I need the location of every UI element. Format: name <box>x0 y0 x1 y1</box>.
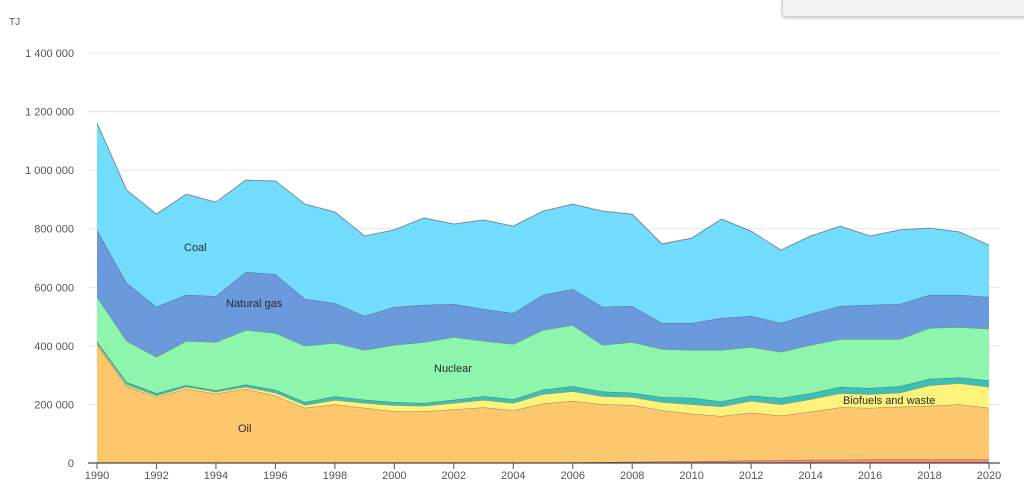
x-tick-label: 1994 <box>204 470 228 482</box>
area-biofuels-and-waste <box>97 342 989 417</box>
series-labels: Coal Natural gas Nuclear Oil Biofuels an… <box>184 242 935 435</box>
area-natural-gas <box>97 229 989 357</box>
x-tick-label: 2016 <box>858 470 882 482</box>
series-label-nuclear: Nuclear <box>434 363 472 375</box>
y-tick-label: 0 <box>68 458 74 470</box>
x-tick-label: 2000 <box>382 470 406 482</box>
x-tick-label: 2012 <box>739 470 763 482</box>
y-tick-label: 1 200 000 <box>25 107 74 119</box>
x-tick-label: 1990 <box>85 470 109 482</box>
x-axis: 1990 1992 1994 1996 1998 2000 2002 2004 2006 2008… <box>85 462 1001 482</box>
x-tick-label: 1996 <box>263 470 287 482</box>
x-tick-label: 2010 <box>679 470 703 482</box>
y-axis: 0 200 000 400 000 600 000 800 000 1 000 000 1 … <box>25 48 74 470</box>
area-nuclear <box>97 296 989 403</box>
x-tick-label: 2004 <box>501 470 525 482</box>
x-tick-label: 1998 <box>323 470 347 482</box>
x-tick-label: 2008 <box>620 470 644 482</box>
x-tick-label: 2020 <box>977 470 1001 482</box>
area-coal <box>97 123 989 323</box>
area-series-group <box>96 122 990 464</box>
tooltip-popup <box>782 0 1024 17</box>
x-tick-label: 2006 <box>560 470 584 482</box>
y-tick-label: 600 000 <box>34 282 74 294</box>
x-tick-label: 1992 <box>144 470 168 482</box>
series-label-biofuels-and-waste: Biofuels and waste <box>843 395 935 407</box>
x-tick-label: 2002 <box>442 470 466 482</box>
area-edge-coal <box>96 122 990 251</box>
y-axis-unit-label: TJ <box>9 17 20 28</box>
y-tick-label: 800 000 <box>34 224 74 236</box>
x-tick-label: 2018 <box>917 470 941 482</box>
series-label-oil: Oil <box>238 423 251 435</box>
y-tick-label: 200 000 <box>34 399 74 411</box>
series-label-coal: Coal <box>184 242 207 254</box>
y-tick-label: 400 000 <box>34 341 74 353</box>
area-series-3 <box>97 341 989 407</box>
series-label-natural-gas: Natural gas <box>226 298 283 310</box>
y-tick-label: 1 400 000 <box>25 48 74 60</box>
x-tick-label: 2014 <box>798 470 822 482</box>
y-tick-label: 1 000 000 <box>25 165 74 177</box>
